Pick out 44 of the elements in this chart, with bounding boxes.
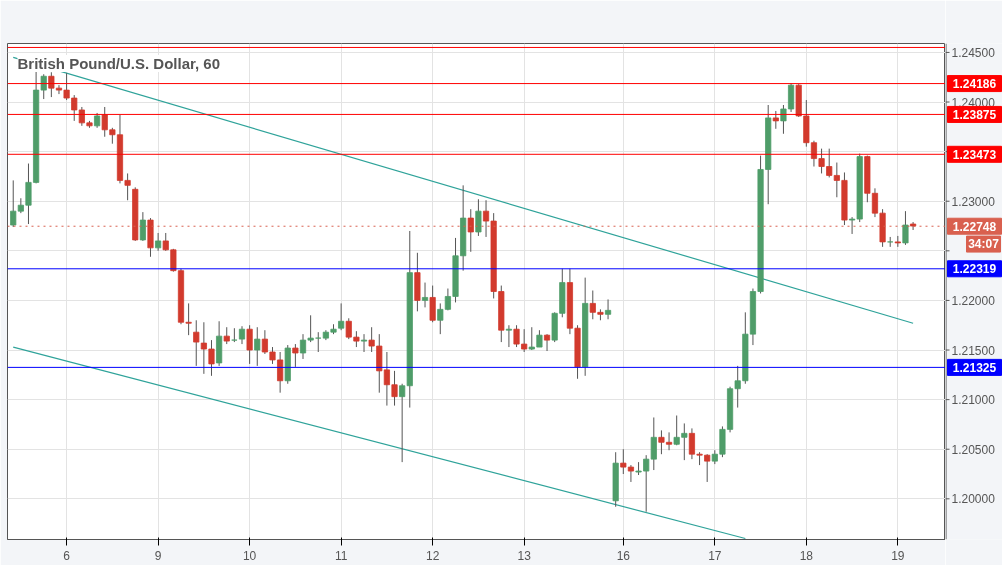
candlestick — [467, 208, 474, 253]
ref-line-label: 1.23875 — [952, 107, 997, 122]
candlestick — [421, 282, 429, 308]
candlestick — [246, 324, 253, 365]
x-tick-label: 12 — [425, 548, 440, 563]
candlestick — [338, 302, 345, 331]
ref-line-label: 1.23473 — [952, 147, 997, 162]
candlestick — [360, 333, 368, 353]
x-tick-label: 18 — [799, 548, 814, 563]
x-tick-label: 16 — [616, 548, 631, 563]
ref-line-label: 1.24186 — [952, 77, 997, 92]
text: 34:07 — [968, 237, 1000, 252]
candlestick — [292, 343, 299, 368]
y-tick-label: 1.20500 — [951, 442, 996, 457]
x-tick-label: 13 — [517, 548, 532, 563]
y-tick-label: 1.23000 — [951, 194, 996, 209]
candlestick — [475, 198, 482, 237]
x-tick-label: 19 — [891, 548, 905, 563]
candlestick — [604, 298, 612, 320]
candlestick — [139, 211, 146, 242]
ref-line-label: 1.21325 — [952, 360, 997, 375]
candlestick — [193, 319, 200, 367]
candlestick — [902, 210, 909, 246]
candlestick — [155, 232, 162, 252]
y-tick-label: 1.22000 — [951, 293, 996, 308]
x-tick-label: 9 — [154, 548, 162, 563]
ref-line-label: 1.22748 — [952, 219, 997, 234]
candlestick — [315, 331, 322, 353]
ref-line-label: 1.22319 — [952, 262, 997, 277]
candlestick — [505, 324, 512, 348]
candlestick — [543, 333, 551, 352]
y-tick-label: 1.24000 — [951, 95, 996, 110]
candlestick — [254, 326, 261, 367]
candlestick — [429, 285, 436, 323]
y-tick-label: 1.20000 — [951, 492, 996, 507]
y-tick-label: 1.21000 — [951, 393, 996, 408]
y-tick-label: 1.21500 — [951, 343, 996, 358]
candlestick — [910, 221, 917, 231]
x-tick-label: 10 — [242, 548, 257, 563]
x-tick-label: 17 — [708, 548, 722, 563]
x-tick-label: 6 — [63, 548, 71, 563]
x-tick-label: 11 — [334, 548, 348, 563]
text: British Pound/U.S. Dollar, 60 — [17, 55, 221, 72]
y-tick-label: 1.24500 — [951, 45, 996, 60]
